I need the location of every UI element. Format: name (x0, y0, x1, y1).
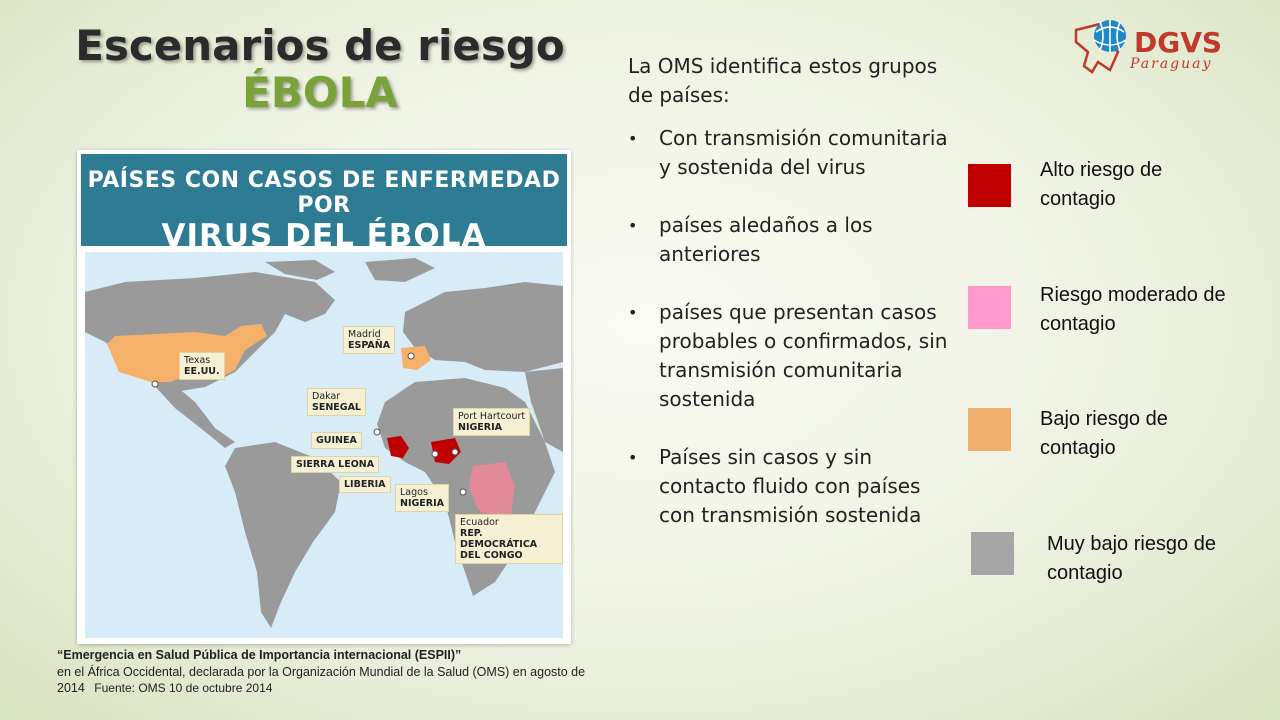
intro-text: La OMS identifica estos grupos de países… (628, 54, 938, 107)
label-congo: Ecuador REP. DEMOCRÁTICA DEL CONGO (455, 514, 563, 564)
legend-label-moderate: Riesgo moderado de contagio (1040, 284, 1226, 335)
bullet-item: Con transmisión comunitaria y sostenida … (628, 124, 948, 182)
label-madrid-city: Madrid (348, 329, 381, 340)
bullet-item: países que presentan casos probables o c… (628, 298, 948, 414)
world-map: Texas EE.UU. Madrid ESPAÑA Dakar SENEGAL… (85, 252, 563, 638)
bullet-item: Países sin casos y sin contacto fluido c… (628, 443, 948, 530)
label-lagos-country: NIGERIA (400, 498, 444, 509)
label-port-city: Port Hartcourt (458, 411, 526, 422)
label-lagos: Lagos NIGERIA (395, 484, 449, 512)
label-sierra-leona: SIERRA LEONA (291, 456, 380, 473)
label-sierra-text: SIERRA LEONA (296, 459, 375, 470)
footer-line: en el África Occidental, declarada por l… (57, 664, 586, 696)
bullet-list: Con transmisión comunitaria y sostenida … (628, 124, 948, 530)
footer-note: “Emergencia en Salud Pública de Importan… (57, 647, 597, 697)
label-texas-city: Texas (184, 355, 211, 366)
title-line2: ÉBOLA (242, 68, 398, 118)
label-madrid-country: ESPAÑA (348, 340, 391, 351)
map-header-line2: VIRUS DEL ÉBOLA (161, 218, 487, 254)
label-lagos-city: Lagos (400, 487, 428, 498)
logo-subtext: Paraguay (1129, 56, 1212, 72)
footer-source: Fuente: OMS 10 de octubre 2014 (94, 681, 273, 695)
title-line1: Escenarios de riesgo (75, 21, 565, 70)
bullet-item: países aledaños a los anteriores (628, 211, 948, 269)
label-texas: Texas EE.UU. (179, 352, 225, 380)
logo-text: DGVS (1134, 26, 1222, 59)
legend-swatch-moderate (968, 286, 1011, 329)
dgvs-logo-icon: DGVS Paraguay (1074, 20, 1222, 74)
label-texas-country: EE.UU. (184, 366, 220, 377)
slide-title: Escenarios de riesgo ÉBOLA (40, 22, 600, 116)
label-port-country: NIGERIA (458, 422, 502, 433)
label-liberia: LIBERIA (339, 476, 391, 493)
legend-swatch-very-low (971, 532, 1014, 575)
risk-groups-text: La OMS identifica estos grupos de países… (628, 52, 948, 559)
legend-label-very-low: Muy bajo riesgo de contagio (1047, 533, 1216, 584)
label-guinea-text: GUINEA (316, 435, 357, 446)
label-congo-line1: REP. DEMOCRÁTICA (460, 528, 538, 550)
dgvs-logo: DGVS Paraguay (1070, 12, 1250, 82)
label-dakar-city: Dakar (312, 391, 341, 402)
label-port-hartcourt: Port Hartcourt NIGERIA (453, 408, 531, 436)
footer-bold: “Emergencia en Salud Pública de Importan… (57, 648, 462, 662)
label-congo-line2: DEL CONGO (460, 550, 523, 561)
map-header: PAÍSES CON CASOS DE ENFERMEDAD POR VIRUS… (81, 154, 567, 254)
legend-label-low: Bajo riesgo de contagio (1040, 408, 1168, 459)
legend-swatch-high (968, 164, 1011, 207)
label-madrid: Madrid ESPAÑA (343, 326, 396, 354)
label-guinea: GUINEA (311, 432, 362, 449)
ebola-map-card: PAÍSES CON CASOS DE ENFERMEDAD POR VIRUS… (77, 150, 571, 644)
map-header-line1: PAÍSES CON CASOS DE ENFERMEDAD POR (87, 168, 561, 218)
legend-label-high: Alto riesgo de contagio (1040, 159, 1163, 210)
label-ecuador-city: Ecuador (460, 517, 499, 528)
label-liberia-text: LIBERIA (344, 479, 386, 490)
world-map-graphic (85, 252, 563, 638)
legend-swatch-low (968, 408, 1011, 451)
label-dakar-country: SENEGAL (312, 402, 361, 413)
label-dakar: Dakar SENEGAL (307, 388, 366, 416)
